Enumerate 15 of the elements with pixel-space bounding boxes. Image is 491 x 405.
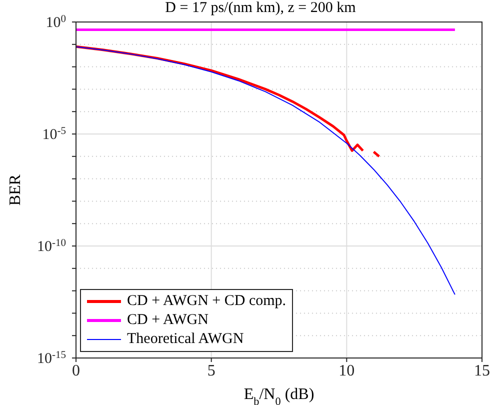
x-tick-label: 5 [207, 362, 216, 380]
legend-label: Theoretical AWGN [127, 330, 244, 349]
y-tick-label: 10$^{-10}$ [37, 238, 66, 255]
y-tick-label: 10$^{0}$ [46, 14, 66, 31]
x-axis-title: E$_{b}$/N$_{0}$ (dB) [244, 386, 314, 405]
y-tick-label: 10$^{-5}$ [42, 126, 66, 143]
x-tick-label: 15 [474, 362, 490, 380]
line-series [76, 46, 456, 296]
x-tick-label: 0 [72, 362, 80, 380]
chart-title: D = 17 ps/(nm km), z = 200 km [165, 0, 356, 16]
y-axis-title: BER [7, 174, 24, 206]
legend-label: CD + AWGN [127, 311, 208, 330]
x-tick-label: 10 [338, 362, 355, 380]
y-tick-label: 10$^{-15}$ [37, 350, 66, 367]
legend-label: CD + AWGN + CD comp. [127, 292, 286, 311]
